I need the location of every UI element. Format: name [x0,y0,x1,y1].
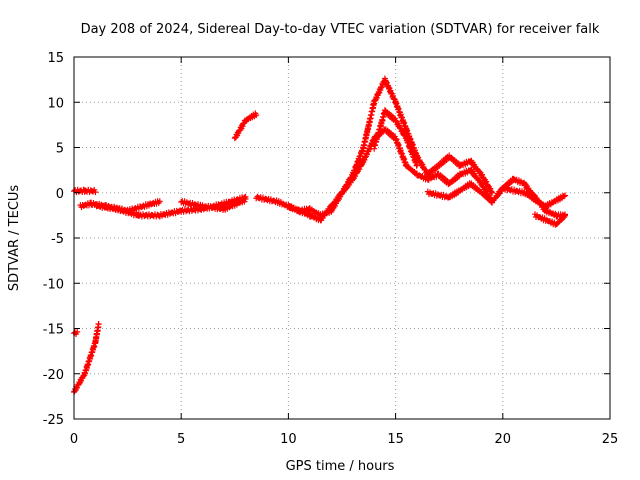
y-tick-label: 15 [47,51,64,66]
x-axis-label: GPS time / hours [286,459,395,474]
tick-layer: 0 5 10 15 20 25 -25 -20 -15 -10 -5 0 5 10 15 [43,51,619,447]
y-tick-label: 5 [56,142,64,157]
y-tick-label: -10 [43,277,64,292]
y-tick-label: 10 [47,96,64,111]
y-tick-label: -25 [43,413,64,428]
chart-title: Day 208 of 2024, Sidereal Day-to-day VTE… [81,22,600,37]
x-tick-label: 25 [602,432,619,447]
x-tick-label: 5 [177,432,185,447]
x-tick-label: 20 [495,432,512,447]
y-tick-label: -5 [51,232,64,247]
y-tick-label: 0 [56,187,64,202]
x-tick-label: 0 [70,432,78,447]
grid-layer [74,57,610,419]
y-tick-label: -15 [43,323,64,338]
x-tick-label: 15 [387,432,404,447]
data-point-markers [71,75,568,395]
y-tick-label: -20 [43,368,64,383]
y-axis-label: SDTVAR / TECUs [7,185,22,292]
data-layer [71,75,568,395]
series-points [71,75,568,395]
x-tick-label: 10 [280,432,297,447]
